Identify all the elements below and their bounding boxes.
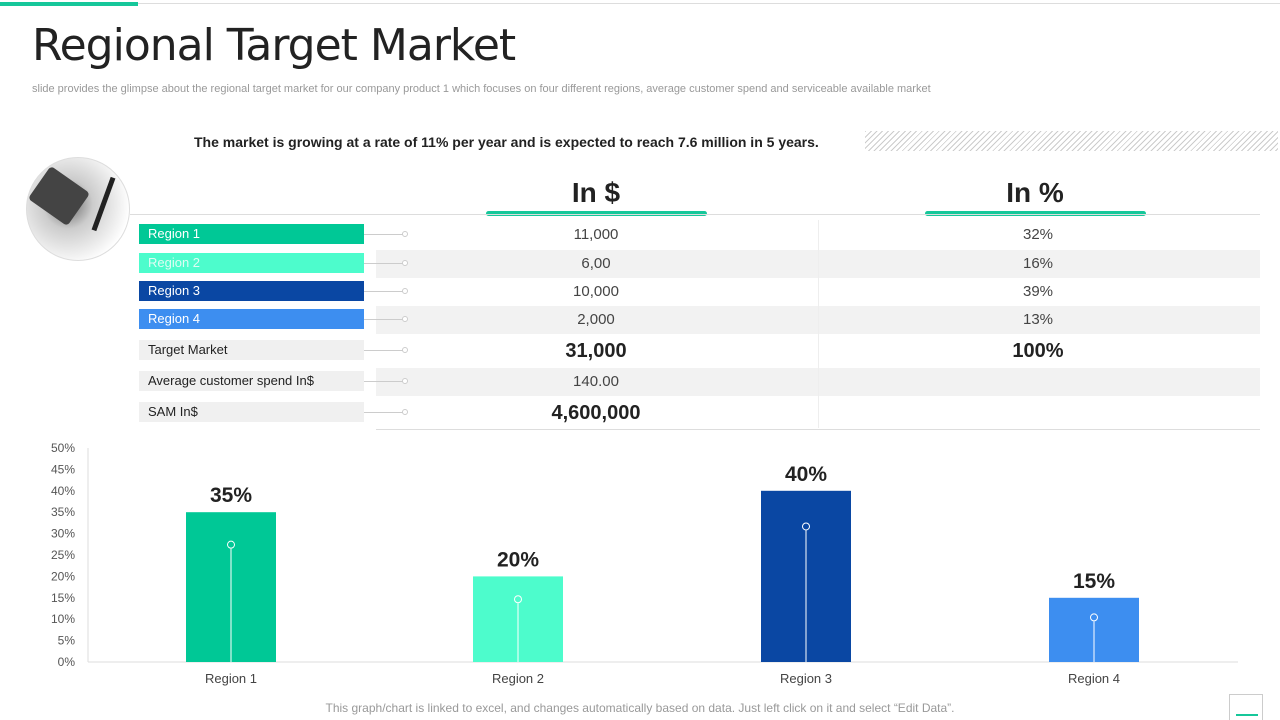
divider (130, 214, 1260, 215)
y-tick-label: 35% (51, 505, 75, 519)
bar-dot (514, 595, 522, 604)
top-accent (0, 2, 138, 6)
data-label: 35% (210, 484, 252, 507)
connector-line (364, 291, 404, 292)
y-tick-label: 5% (58, 634, 76, 648)
row-label: Target Market (139, 340, 364, 360)
col-header-pct: In % (1006, 177, 1064, 208)
y-tick-label: 45% (51, 462, 75, 476)
connector-line (364, 319, 404, 320)
y-tick-label: 0% (58, 655, 76, 669)
x-tick-label: Region 2 (492, 671, 544, 686)
connector-dot (402, 288, 408, 294)
pct-value: 100% (1012, 340, 1064, 362)
data-label: 40% (785, 463, 827, 486)
row-label: SAM In$ (139, 402, 364, 422)
connector-dot (402, 347, 408, 353)
footer-note: This graph/chart is linked to excel, and… (325, 701, 955, 715)
x-tick-label: Region 1 (205, 671, 257, 686)
bar-dot (1090, 613, 1098, 622)
usd-value: 11,000 (573, 226, 619, 243)
col-underline (486, 211, 707, 216)
y-tick-label: 25% (51, 548, 75, 562)
connector-dot (402, 378, 408, 384)
headline: The market is growing at a rate of 11% p… (194, 134, 819, 150)
connector-dot (402, 231, 408, 237)
table-row: Region 3 10,000 39% (0, 278, 1280, 306)
col-underline (925, 211, 1146, 216)
col-header-usd: In $ (571, 177, 621, 208)
connector-line (364, 234, 404, 235)
data-label: 20% (497, 548, 539, 571)
row-label: Region 1 (139, 224, 364, 244)
connector-line (364, 350, 404, 351)
usd-value: 31,000 (565, 340, 627, 362)
hatch-decoration (865, 131, 1278, 151)
bar-dot (227, 540, 235, 549)
clipboard-icon (1229, 694, 1263, 720)
calculator-photo (26, 157, 130, 261)
usd-value: 2,000 (577, 311, 615, 328)
connector-line (364, 381, 404, 382)
usd-value: 10,000 (573, 283, 619, 300)
bar-chart[interactable]: 0% 5% 10% 15% 20% 25% 30% 35% 40% 45% 50% 35% Region… (0, 0, 1280, 700)
y-tick-label: 10% (51, 612, 75, 626)
y-tick-label: 15% (51, 591, 75, 605)
pct-value: 39% (1022, 283, 1054, 300)
row-label: Region 3 (139, 281, 364, 301)
divider (376, 429, 1260, 430)
usd-value: 6,00 (581, 255, 611, 272)
x-tick-label: Region 3 (780, 671, 832, 686)
connector-dot (402, 316, 408, 322)
y-tick-label: 30% (51, 527, 75, 541)
connector-line (364, 263, 404, 264)
connector-dot (402, 260, 408, 266)
page-title: Regional Target Market (32, 20, 516, 71)
table-row: Target Market 31,000 100% (0, 337, 1280, 365)
y-tick-label: 20% (51, 569, 75, 583)
data-label: 15% (1073, 570, 1115, 593)
bar-dot (802, 522, 810, 531)
pct-value: 16% (1022, 255, 1054, 272)
subtitle: slide provides the glimpse about the reg… (32, 83, 931, 95)
pct-value: 13% (1022, 311, 1054, 328)
top-rule (0, 3, 1280, 4)
row-label: Region 2 (139, 253, 364, 273)
table-row: Region 1 11,000 32% (0, 221, 1280, 249)
connector-line (364, 412, 404, 413)
y-tick-label: 50% (51, 441, 75, 455)
row-label: Region 4 (139, 309, 364, 329)
usd-value: 4,600,000 (551, 402, 641, 424)
x-tick-label: Region 4 (1068, 671, 1120, 686)
table-row: SAM In$ 4,600,000 (0, 399, 1280, 427)
usd-value: 140.00 (573, 373, 619, 390)
pct-value: 32% (1022, 226, 1054, 243)
y-tick-label: 40% (51, 484, 75, 498)
connector-dot (402, 409, 408, 415)
row-label: Average customer spend In$ (139, 371, 364, 391)
divider (818, 220, 819, 428)
